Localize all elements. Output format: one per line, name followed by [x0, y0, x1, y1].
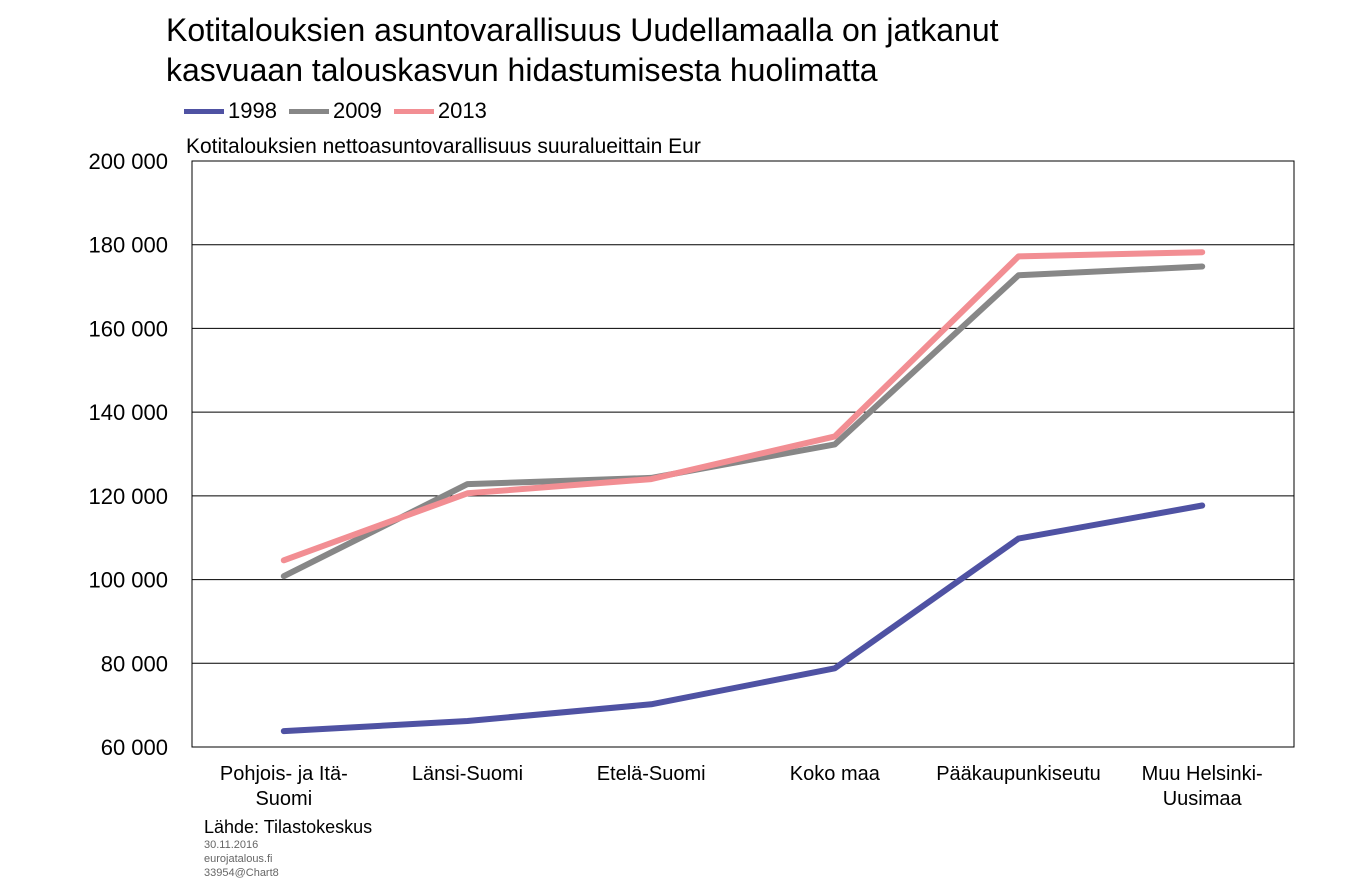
plot-area-border — [191, 160, 1295, 748]
chart-footer: Lähde: Tilastokeskus 30.11.2016 eurojata… — [204, 816, 372, 880]
x-tick-label-line: Etelä-Suomi — [597, 763, 706, 785]
y-tick-label: 100 000 — [88, 568, 168, 593]
legend-label-2009: 2009 — [332, 98, 382, 123]
x-tick-label: Koko maa — [790, 763, 881, 785]
chart-id: 33954@Chart8 — [204, 867, 279, 879]
x-tick-label-line: Pohjois- ja Itä- — [220, 763, 348, 785]
legend-label-2013: 2013 — [437, 98, 487, 123]
legend-label-1998: 1998 — [228, 98, 277, 123]
legend-item-1998: 1998 — [184, 98, 277, 124]
chart-legend: 1998 2009 2013 — [184, 98, 499, 124]
y-tick-label: 160 000 — [88, 316, 168, 341]
series-line-2013 — [280, 249, 1206, 564]
legend-item-2009: 2009 — [288, 98, 382, 124]
x-tick-label: Muu Helsinki- Uusimaa — [1142, 763, 1263, 810]
site-name: eurojatalous.fi — [204, 853, 273, 865]
x-tick-label-line: Suomi — [255, 788, 312, 810]
x-tick-label-line: Koko maa — [790, 763, 881, 785]
chart-subtitle: Kotitalouksien nettoasuntovarallisuus su… — [186, 135, 701, 158]
x-tick-label: Pohjois- ja Itä- Suomi — [220, 763, 348, 810]
legend-swatch-2013 — [393, 108, 434, 114]
y-tick-label: 120 000 — [88, 484, 168, 509]
chart-title-line-1: Kotitalouksien asuntovarallisuus Uudella… — [166, 12, 999, 48]
x-tick-label: Länsi-Suomi — [412, 763, 523, 785]
source-note: Lähde: Tilastokeskus — [204, 817, 373, 837]
series-line-1998 — [280, 502, 1206, 735]
y-tick-label: 180 000 — [88, 233, 168, 258]
x-tick-label-line: Länsi-Suomi — [412, 763, 523, 785]
legend-item-2013: 2013 — [393, 98, 487, 124]
x-tick-label-line: Pääkaupunkiseutu — [936, 763, 1101, 785]
publish-date: 30.11.2016 — [204, 839, 259, 851]
y-tick-label: 60 000 — [101, 735, 168, 760]
series-line-2009 — [280, 263, 1206, 580]
x-tick-label-line: Muu Helsinki- — [1142, 763, 1263, 785]
y-tick-label: 200 000 — [88, 149, 168, 174]
legend-swatch-1998 — [184, 108, 224, 114]
y-tick-label: 80 000 — [101, 651, 168, 676]
chart-title-line-2: kasvuaan talouskasvun hidastumisesta huo… — [166, 52, 878, 88]
y-tick-label: 140 000 — [88, 400, 168, 425]
x-tick-label: Pääkaupunkiseutu — [936, 763, 1101, 785]
x-tick-label: Etelä-Suomi — [597, 763, 706, 785]
legend-swatch-2009 — [288, 108, 329, 114]
x-tick-label-line: Uusimaa — [1163, 788, 1243, 810]
chart-title: Kotitalouksien asuntovarallisuus Uudella… — [166, 10, 1266, 90]
